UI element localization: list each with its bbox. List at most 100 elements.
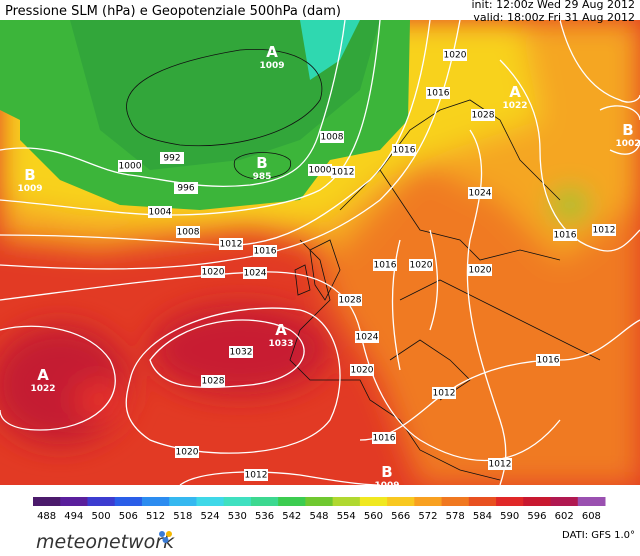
label-box bbox=[320, 131, 344, 143]
label-text: 1012 bbox=[489, 460, 512, 470]
label-text: 1028 bbox=[202, 377, 225, 387]
label-box bbox=[174, 182, 198, 194]
colorbar-label: 530 bbox=[228, 511, 247, 522]
label-text: 1008 bbox=[321, 133, 344, 143]
isobar-label: 1020 bbox=[468, 264, 492, 276]
center-letter: B bbox=[622, 121, 633, 139]
title: Pressione SLM (hPa) e Geopotenziale 500h… bbox=[5, 4, 341, 19]
color-swatch bbox=[141, 497, 170, 506]
label-text: 1000 bbox=[119, 162, 142, 172]
label-box bbox=[331, 166, 355, 178]
isobar-label: 1012 bbox=[592, 224, 616, 236]
label-box bbox=[243, 267, 267, 279]
colorbar-label: 566 bbox=[391, 511, 410, 522]
label-text: 1004 bbox=[149, 208, 172, 218]
color-swatch bbox=[223, 497, 252, 506]
label-text: 1016 bbox=[254, 247, 277, 257]
label-box bbox=[536, 354, 560, 366]
label-box bbox=[148, 206, 172, 218]
isobar-label: 1012 bbox=[432, 387, 456, 399]
isobar-label: 1028 bbox=[471, 109, 495, 121]
isobar-label: 1016 bbox=[372, 432, 396, 444]
isobar-labels: 1000 992 996 1004 1008 1012 1016 1020 1024 1032 10… bbox=[118, 49, 616, 481]
label-box bbox=[253, 245, 277, 257]
label-box bbox=[244, 469, 268, 481]
label-box bbox=[175, 446, 199, 458]
label-text: 1020 bbox=[469, 266, 492, 276]
label-text: 1016 bbox=[374, 261, 397, 271]
colorbar-label: 560 bbox=[364, 511, 383, 522]
isobar-label: 1020 bbox=[201, 266, 225, 278]
center-value: 1009 bbox=[259, 61, 284, 71]
color-swatch bbox=[114, 497, 143, 506]
center-value: 1009 bbox=[17, 184, 42, 194]
colorbar-label: 518 bbox=[173, 511, 192, 522]
label-box bbox=[201, 375, 225, 387]
label-box bbox=[592, 224, 616, 236]
isobar-label: 1020 bbox=[443, 49, 467, 61]
logo-dot bbox=[162, 537, 169, 543]
color-swatch bbox=[496, 497, 524, 506]
isobar-label: 992 bbox=[160, 152, 184, 164]
color-swatch bbox=[87, 497, 116, 506]
isobar-label: 1008 bbox=[320, 131, 344, 143]
label-text: 1028 bbox=[472, 111, 495, 121]
isobar-label: 1012 bbox=[488, 458, 512, 470]
isobar-label: 1016 bbox=[392, 144, 416, 156]
label-text: 996 bbox=[177, 184, 194, 194]
colorbar-label: 578 bbox=[446, 511, 465, 522]
colorbar-label: 536 bbox=[255, 511, 274, 522]
colorbar-label: 542 bbox=[282, 511, 301, 522]
colorbar-label: 608 bbox=[582, 511, 601, 522]
isobar-label: 1004 bbox=[148, 206, 172, 218]
isobar-label: 1000 bbox=[118, 160, 142, 172]
label-text: 1020 bbox=[410, 261, 433, 271]
label-box bbox=[426, 87, 450, 99]
label-box bbox=[468, 264, 492, 276]
isobar-label: 1032 bbox=[229, 346, 253, 358]
center-letter: A bbox=[509, 83, 521, 101]
center-letter: B bbox=[256, 154, 267, 172]
isobar-label: 1012 bbox=[219, 238, 243, 250]
isobars bbox=[0, 20, 640, 485]
isobar-label: 1012 bbox=[331, 166, 355, 178]
color-swatch bbox=[577, 497, 606, 506]
label-text: 1016 bbox=[537, 356, 560, 366]
label-text: 1016 bbox=[373, 434, 396, 444]
isobar-label: 1028 bbox=[201, 375, 225, 387]
colorbar-label: 524 bbox=[201, 511, 220, 522]
label-text: 1012 bbox=[220, 240, 243, 250]
isobar-label: 1016 bbox=[426, 87, 450, 99]
colorbar-label: 494 bbox=[64, 511, 83, 522]
label-box bbox=[372, 432, 396, 444]
label-text: 1032 bbox=[230, 348, 253, 358]
field: 1000 992 996 1004 1008 1012 1016 1020 1024 1032 10… bbox=[0, 20, 640, 485]
isobar-label: 1020 bbox=[350, 364, 374, 376]
logo: meteonetwork bbox=[36, 531, 175, 552]
label-box bbox=[471, 109, 495, 121]
label-box bbox=[443, 49, 467, 61]
label-text: 1008 bbox=[177, 228, 200, 238]
colorbar-label: 548 bbox=[309, 511, 328, 522]
colorbar-label: 500 bbox=[92, 511, 111, 522]
center-letter: A bbox=[266, 43, 278, 61]
colorbar-label: 572 bbox=[418, 511, 437, 522]
isobar-label: 1000 bbox=[308, 164, 332, 176]
color-swatch bbox=[60, 497, 88, 506]
label-box bbox=[553, 229, 577, 241]
color-swatch bbox=[359, 497, 388, 506]
colorbar-label: 596 bbox=[527, 511, 546, 522]
label-text: 1016 bbox=[427, 89, 450, 99]
label-text: 1028 bbox=[339, 296, 362, 306]
color-swatch bbox=[332, 497, 361, 506]
isobar-label: 1008 bbox=[176, 226, 200, 238]
center-letter: B bbox=[381, 463, 392, 481]
data-source: DATI: GFS 1.0° bbox=[562, 530, 635, 541]
colorbar: 488 494 500 506 512 518 524 530 536 542 548 554 560 5… bbox=[33, 497, 606, 522]
center-letter: A bbox=[37, 366, 49, 384]
label-text: 1012 bbox=[593, 226, 616, 236]
label-text: 1024 bbox=[244, 269, 267, 279]
isobar-label: 1024 bbox=[355, 331, 379, 343]
label-text: 1020 bbox=[202, 268, 225, 278]
